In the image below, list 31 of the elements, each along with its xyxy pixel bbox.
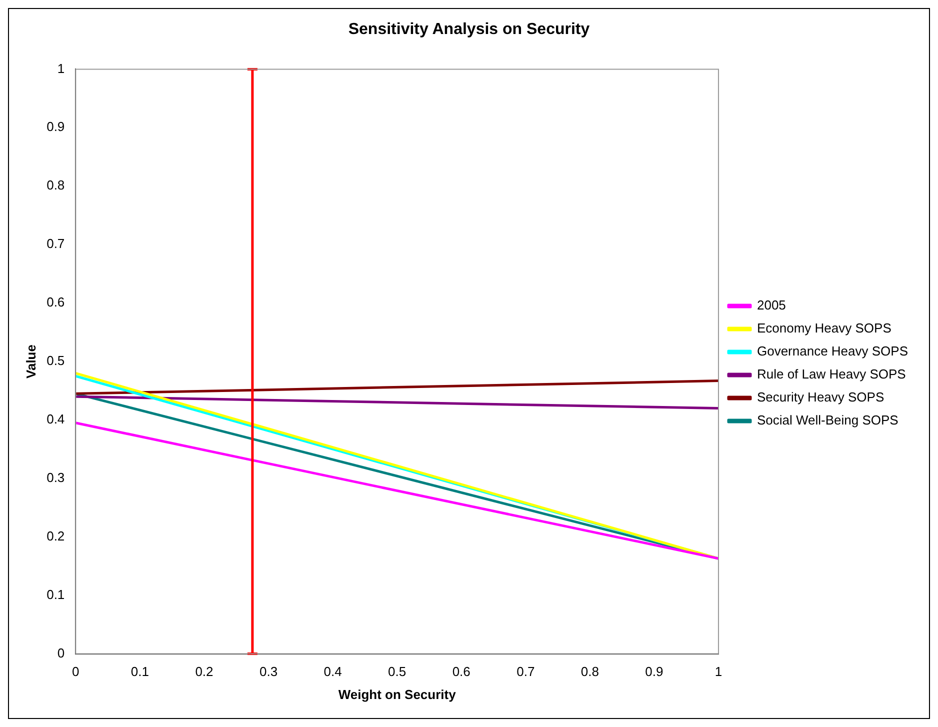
x-tick-label: 0.7 bbox=[516, 664, 535, 680]
y-tick-label: 0.9 bbox=[46, 119, 65, 134]
y-tick-label: 0.3 bbox=[46, 470, 65, 485]
y-tick-label: 0.2 bbox=[46, 528, 65, 544]
legend-label: 2005 bbox=[756, 298, 786, 313]
y-tick-label: 0.5 bbox=[46, 353, 65, 368]
chart-title: Sensitivity Analysis on Security bbox=[348, 21, 590, 38]
x-tick-label: 0.9 bbox=[645, 664, 664, 680]
y-tick-label: 0 bbox=[57, 645, 65, 660]
y-tick-label: 0.4 bbox=[46, 412, 65, 427]
legend-label: Governance Heavy SOPS bbox=[756, 344, 908, 359]
legend-label: Economy Heavy SOPS bbox=[756, 320, 892, 336]
y-axis-title: Value bbox=[23, 344, 38, 378]
x-tick-label: 0.3 bbox=[259, 664, 278, 680]
y-tick-label: 0.1 bbox=[46, 586, 65, 602]
x-tick-label: 0.1 bbox=[130, 664, 149, 680]
y-tick-label: 1 bbox=[57, 60, 65, 76]
y-tick-label: 0.8 bbox=[46, 178, 65, 193]
x-axis-title: Weight on Security bbox=[338, 686, 457, 702]
legend-label: Rule of Law Heavy SOPS bbox=[756, 366, 906, 382]
x-tick-label: 0.8 bbox=[580, 664, 599, 680]
x-tick-label: 0.4 bbox=[324, 664, 342, 680]
x-tick-label: 1 bbox=[714, 664, 722, 680]
legend-label: Social Well-Being SOPS bbox=[756, 412, 899, 428]
x-tick-label: 0.2 bbox=[195, 664, 214, 680]
x-tick-label: 0.5 bbox=[388, 664, 406, 680]
x-tick-label: 0.6 bbox=[452, 664, 470, 680]
y-tick-label: 0.7 bbox=[46, 236, 65, 252]
legend-label: Security Heavy SOPS bbox=[756, 390, 884, 405]
x-tick-label: 0 bbox=[72, 664, 80, 680]
y-tick-label: 0.6 bbox=[46, 294, 65, 310]
